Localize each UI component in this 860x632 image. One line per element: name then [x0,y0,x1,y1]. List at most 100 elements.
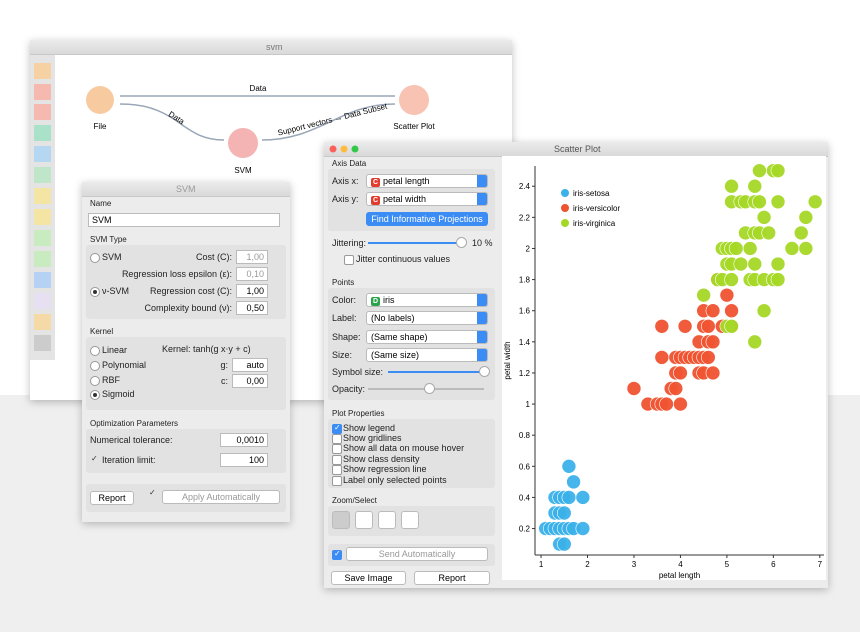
save-image-button[interactable]: Save Image [331,571,406,585]
checkbox[interactable] [90,454,98,464]
slider[interactable] [388,371,482,373]
legend-marker [561,219,569,227]
point [566,474,581,490]
legend-marker [561,189,569,197]
pan-tool[interactable] [355,511,373,529]
shape-combo[interactable]: (Same shape) [366,330,488,344]
link-label: Support vectors → Data Subset [277,101,389,137]
send-button[interactable]: Send Automatically [346,547,488,561]
node[interactable] [86,86,114,114]
find-projections-button[interactable]: Find Informative Projections [366,212,488,226]
title-bar [82,182,290,197]
label: c: [220,376,228,386]
report-button[interactable]: Report [90,491,134,505]
slider[interactable] [368,242,462,244]
checkbox[interactable] [332,476,342,486]
input[interactable]: 100 [220,453,268,467]
point [756,210,772,225]
group [328,419,495,488]
select-tool[interactable] [332,511,350,529]
x-axis-label: petal length [659,571,700,580]
slider-knob[interactable] [424,383,435,394]
radio[interactable] [90,361,100,371]
input[interactable]: 0,50 [236,301,268,315]
label: Complexity bound (ν): [144,303,232,313]
point [761,225,777,241]
label: Regression loss epsilon (ε): [121,269,232,279]
radio[interactable] [90,376,100,386]
point [770,163,786,178]
value: 10 % [472,238,493,248]
radio-label: Polynomial [102,360,147,370]
label-combo[interactable]: (No labels) [366,311,488,325]
radio[interactable] [90,287,100,297]
checkbox[interactable] [332,465,342,475]
radio-label: Linear [102,345,128,355]
radio[interactable] [90,253,100,263]
point [705,303,721,319]
label: Jittering: [332,238,367,248]
toolbox [30,55,55,360]
point [798,210,814,225]
radio-label: RBF [102,375,120,385]
zoom-tool[interactable] [378,511,396,529]
report-button[interactable]: Report [414,571,490,585]
badge: C [371,178,380,187]
radio[interactable] [90,390,100,400]
node[interactable] [228,128,258,158]
point [724,272,739,287]
section-heading: Zoom/Select [332,496,377,505]
node[interactable] [399,85,429,115]
input[interactable]: 0,00 [232,374,268,388]
y-tick-label: 1.8 [519,276,531,285]
label: Regression cost (C): [149,286,232,296]
point [575,521,591,536]
x-tick-label: 1 [539,560,544,569]
input[interactable]: 1,00 [236,250,268,264]
point [626,381,642,396]
y-tick-label: 0.8 [519,431,531,440]
checkbox[interactable] [148,488,156,498]
point [728,241,744,256]
point [575,490,591,505]
point [556,505,572,521]
badge: D [371,297,380,306]
checkbox[interactable] [332,434,342,444]
slider-knob[interactable] [456,237,467,248]
label: Shape: [332,332,361,342]
point [770,272,786,287]
checkbox[interactable] [332,455,342,465]
input[interactable]: auto [232,358,268,372]
point [770,194,786,210]
section-heading: Name [90,199,112,208]
reset-zoom-tool[interactable] [401,511,419,529]
point [659,396,674,412]
scatter-chart: 1 2 3 4 5 6 7 0.2 0.4 0.6 0.8 1 1.2 1.4 1.6 1.8 2 2.2 2.4 p… [502,156,826,580]
section-heading: Axis Data [332,159,367,168]
window-buttons [329,145,359,153]
point [705,334,721,350]
group [86,337,286,410]
checkbox[interactable] [332,549,342,560]
name-input[interactable]: SVM [88,213,280,227]
window-title: svm [266,42,283,52]
checkbox[interactable] [344,255,354,265]
point [561,459,577,474]
label: Axis x: [332,176,359,186]
checkbox[interactable] [332,444,342,454]
input[interactable]: 1,00 [236,284,268,298]
apply-button[interactable]: Apply Automatically [162,490,280,504]
section-heading: Points [332,278,355,287]
radio[interactable] [90,346,100,356]
icons [34,63,51,351]
section-heading: Plot Properties [332,409,385,418]
checkbox[interactable] [332,423,342,434]
input[interactable]: 0,10 [236,267,268,281]
size-combo[interactable]: (Same size) [366,348,488,362]
label: Show legend [343,423,396,433]
input[interactable]: 0,0010 [220,433,268,447]
slider-knob[interactable] [479,366,490,377]
